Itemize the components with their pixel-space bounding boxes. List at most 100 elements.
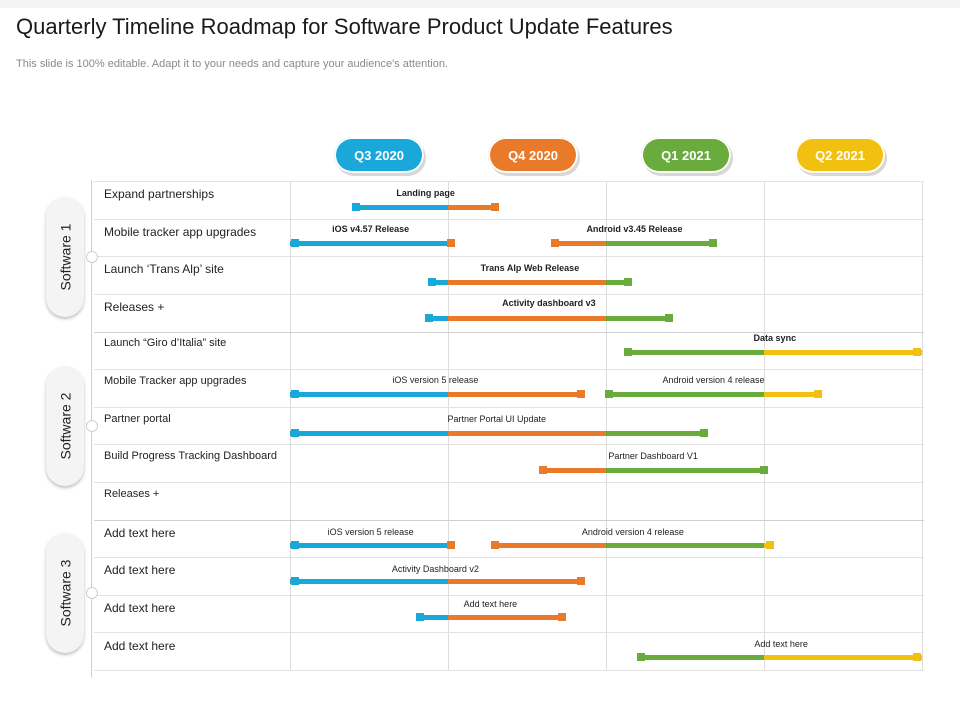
bar-start-marker (491, 541, 500, 549)
bar-label: Add text here (463, 599, 518, 609)
bar-label: Partner Dashboard V1 (608, 451, 698, 461)
quarter-label: Q2 2021 (815, 147, 865, 163)
quarter-pill-q3-2020: Q3 2020 (334, 137, 424, 173)
row-divider (94, 444, 924, 445)
bar-end-marker (491, 203, 500, 211)
grid-line (606, 181, 607, 670)
group-label: Software 1 (57, 223, 73, 291)
bar-label: iOS version 5 release (392, 375, 479, 385)
bar-end-marker (709, 239, 718, 247)
bar-label: Android version 4 release (581, 527, 684, 537)
group-tab-software-1: Software 1 (46, 197, 84, 317)
timeline-bar-segment (606, 241, 714, 246)
row-label: Expand partnerships (104, 187, 215, 201)
bar-end-marker (766, 541, 775, 549)
timeline-bar-segment (419, 615, 448, 620)
timeline-bar-segment (495, 543, 606, 548)
row-divider (94, 256, 924, 257)
timeline-bar-segment (606, 543, 764, 548)
row-divider (94, 369, 924, 370)
group-tab-software-3: Software 3 (46, 533, 84, 653)
group-tab-software-2: Software 2 (46, 366, 84, 486)
timeline-bar-segment (448, 615, 562, 620)
bar-start-marker (605, 390, 614, 398)
bar-start-marker (636, 653, 645, 661)
timeline-bar-segment (448, 205, 496, 210)
timeline-bar-segment (448, 280, 606, 285)
timeline-bar-segment (448, 316, 606, 321)
bar-start-marker (538, 466, 547, 474)
bar-end-marker (624, 278, 633, 286)
row-label: Add text here (104, 563, 176, 577)
bar-label: Partner Portal UI Update (447, 414, 547, 424)
bar-start-marker (290, 429, 299, 437)
group-connector-dot (86, 251, 98, 263)
quarter-pill-q1-2021: Q1 2021 (641, 137, 731, 173)
quarter-pill-q2-2021: Q2 2021 (795, 137, 885, 173)
bar-start-marker (290, 239, 299, 247)
timeline-bar-segment (606, 316, 670, 321)
row-label: Add text here (104, 639, 176, 653)
row-divider (94, 294, 924, 295)
bar-start-marker (551, 239, 560, 247)
bar-end-marker (699, 429, 708, 437)
timeline-bar-segment (290, 543, 448, 548)
group-label: Software 2 (57, 392, 73, 460)
timeline-bar-segment (606, 468, 764, 473)
timeline-bar-segment (555, 241, 606, 246)
bar-start-marker (290, 577, 299, 585)
row-label: Partner portal (104, 413, 171, 425)
bar-end-marker (557, 613, 566, 621)
row-divider (94, 219, 924, 220)
row-divider (94, 482, 924, 483)
grid-line (448, 181, 449, 670)
bar-end-marker (576, 390, 585, 398)
top-strip (0, 0, 960, 8)
row-label: Mobile tracker app upgrades (104, 225, 257, 239)
bar-label: iOS v4.57 Release (332, 224, 410, 234)
bar-end-marker (576, 577, 585, 585)
page-subtitle: This slide is 100% editable. Adapt it to… (16, 58, 448, 70)
grid-line (290, 181, 291, 670)
timeline-bar-segment (628, 350, 764, 355)
group-label: Software 3 (57, 559, 73, 627)
timeline-bar-segment (290, 241, 448, 246)
bar-start-marker (425, 314, 434, 322)
row-label: Releases + (104, 300, 165, 314)
bar-end-marker (913, 348, 922, 356)
timeline-bar-segment (542, 468, 606, 473)
timeline-bar-segment (448, 431, 606, 436)
group-connector-dot (86, 420, 98, 432)
row-divider (94, 407, 924, 408)
bar-label: Activity Dashboard v2 (391, 564, 479, 574)
bar-start-marker (415, 613, 424, 621)
bar-label: Trans Alp Web Release (480, 263, 580, 273)
bar-start-marker (352, 203, 361, 211)
group-divider (94, 520, 924, 521)
bar-label: Android v3.45 Release (586, 224, 683, 234)
bar-start-marker (428, 278, 437, 286)
bar-start-marker (624, 348, 633, 356)
timeline-bar-segment (290, 392, 448, 397)
quarter-pill-q4-2020: Q4 2020 (488, 137, 578, 173)
bar-end-marker (760, 466, 768, 474)
timeline-bar-segment (764, 655, 922, 660)
bar-start-marker (290, 390, 299, 398)
timeline-bar-segment (290, 579, 448, 584)
timeline-bar-segment (448, 579, 581, 584)
timeline-bar-segment (764, 350, 922, 355)
timeline-bar-segment (356, 205, 448, 210)
row-divider (94, 632, 924, 633)
bar-end-marker (813, 390, 822, 398)
timeline-bar-segment (432, 280, 448, 285)
quarter-label: Q4 2020 (508, 147, 558, 163)
grid-line (764, 181, 765, 670)
timeline-bar-segment (290, 431, 448, 436)
timeline-bar-segment (448, 392, 581, 397)
timeline-bar-segment (609, 392, 764, 397)
bar-end-marker (665, 314, 674, 322)
row-label: Launch ‘Trans Alp’ site (104, 262, 224, 276)
bar-label: Landing page (396, 188, 455, 198)
quarter-label: Q3 2020 (354, 147, 404, 163)
bar-label: Activity dashboard v3 (502, 298, 596, 308)
